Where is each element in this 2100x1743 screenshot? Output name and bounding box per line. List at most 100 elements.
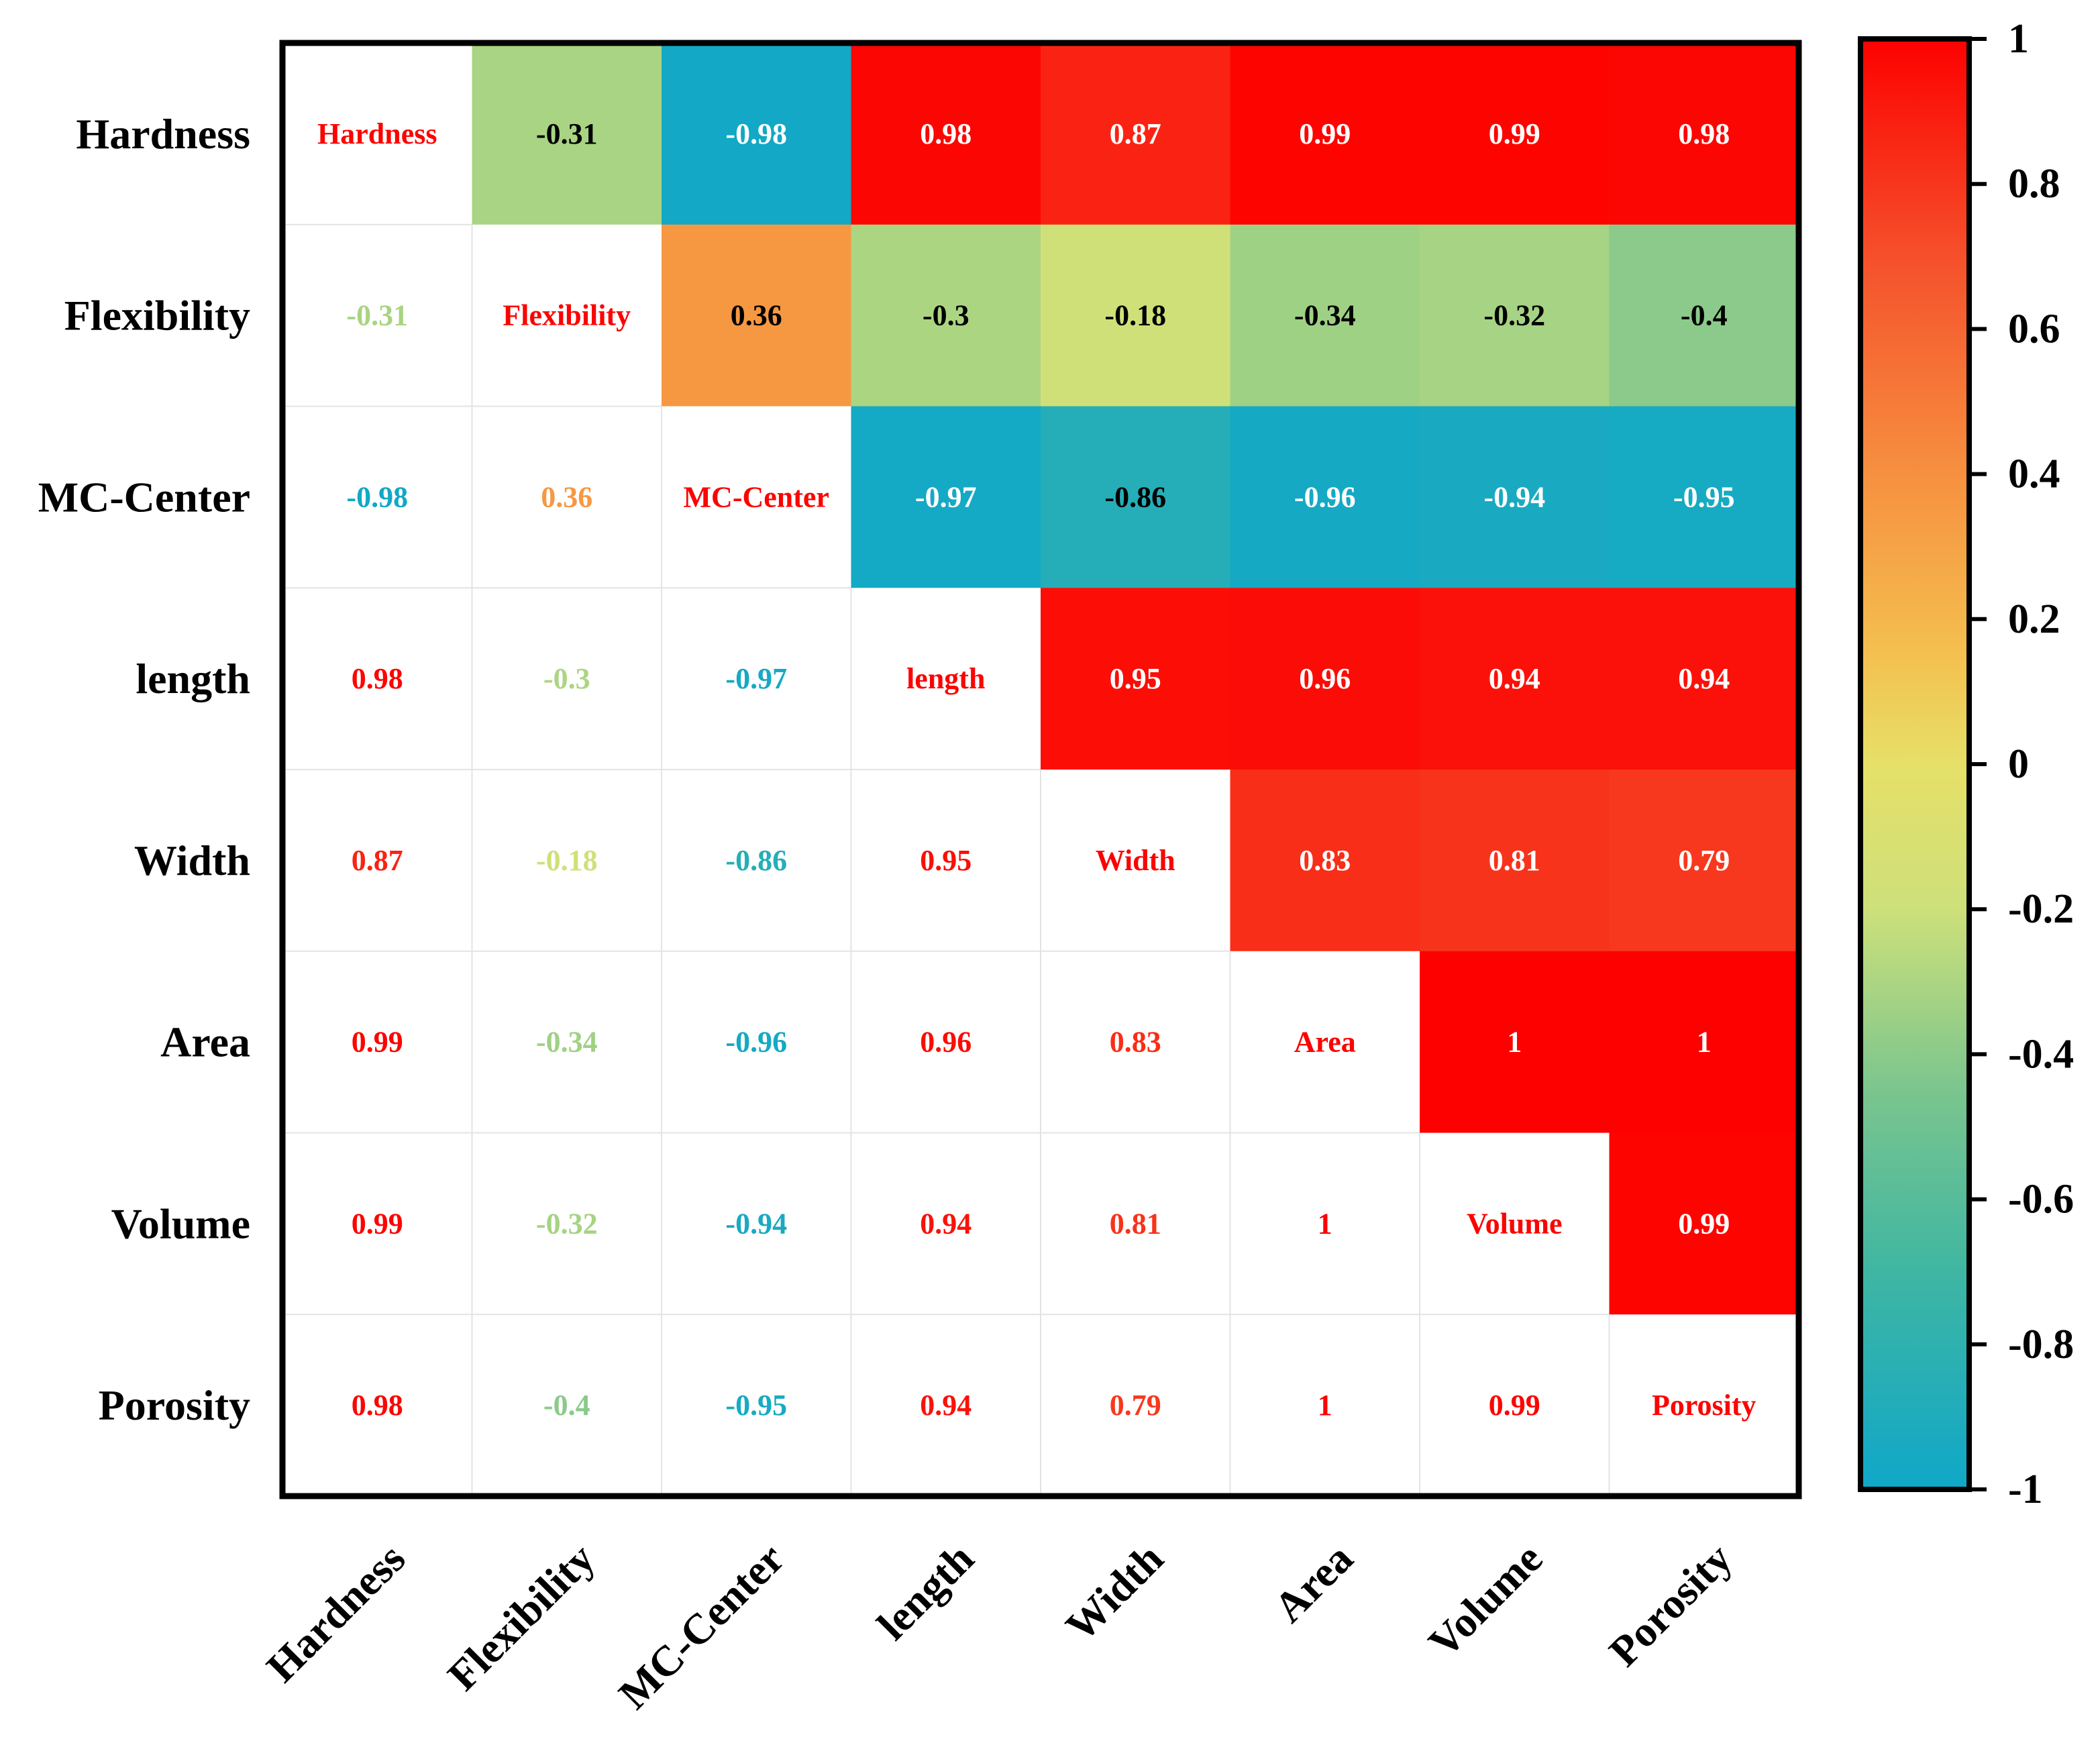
heatmap-cell-Volume-Hardness: [282, 1132, 472, 1315]
heatmap-cell-diagonal: [1230, 951, 1420, 1133]
cell-value-label: -0.32: [1483, 299, 1545, 332]
cell-value-label: -0.34: [536, 1026, 598, 1059]
diagonal-label: Flexibility: [503, 299, 631, 332]
heatmap-cell-Area-MC-Center: [662, 951, 851, 1133]
cell-value-label: 0.94: [1678, 662, 1730, 695]
heatmap-cell-Volume-length: [851, 1132, 1041, 1315]
heatmap-cell-length-Volume: [1420, 588, 1610, 770]
column-label: Area: [1265, 1534, 1362, 1632]
colorbar-tick-label: -0.6: [2008, 1177, 2074, 1222]
heatmap-cell-Flexibility-Porosity: [1609, 224, 1799, 407]
cell-value-label: 0.81: [1489, 844, 1540, 877]
heatmap-cell-diagonal: [472, 224, 662, 407]
column-label: length: [868, 1534, 983, 1649]
cell-value-label: 1: [1507, 1026, 1522, 1059]
heatmap-cell-Area-Hardness: [282, 951, 472, 1133]
cell-value-label: 0.87: [352, 844, 403, 877]
colorbar-tick-label: 0.2: [2008, 596, 2060, 642]
heatmap-cell-Volume-MC-Center: [662, 1132, 851, 1315]
heatmap-cell-Width-Volume: [1420, 770, 1610, 952]
cell-value-label: -0.94: [1483, 480, 1545, 513]
column-label: MC-Center: [610, 1534, 794, 1718]
heatmap-cell-length-Area: [1230, 588, 1420, 770]
heatmap-cell-MC-Center-Flexibility: [472, 406, 662, 588]
cell-value-label: 0.83: [1110, 1026, 1161, 1059]
heatmap-cell-Volume-Area: [1230, 1132, 1420, 1315]
heatmap-cell-MC-Center-Hardness: [282, 406, 472, 588]
column-label: Hardness: [258, 1534, 415, 1691]
heatmap-cell-Hardness-length: [851, 43, 1041, 225]
row-label: Porosity: [99, 1381, 250, 1429]
column-label: Width: [1057, 1534, 1173, 1650]
heatmap-cell-diagonal: [851, 588, 1041, 770]
cell-value-label: -0.94: [725, 1207, 787, 1240]
heatmap-cell-Width-Porosity: [1609, 770, 1799, 952]
grid-lines: [282, 223, 1610, 1496]
heatmap-cell-MC-Center-Width: [1041, 406, 1231, 588]
colorbar-tick-label: -0.4: [2008, 1031, 2074, 1077]
cell-value-label: 0.95: [1110, 662, 1161, 695]
colorbar: 1 0.8 0.6 0.4 0.2 0 -0.2 -0.4 -0.6 -0.8 -1: [1858, 16, 2074, 1512]
heatmap-cells: Hardness -0.31 -0.98 0.98 0.87 0.99 0.99 0.98-0…: [282, 43, 1799, 1496]
cell-value-label: 0.99: [1678, 1207, 1730, 1240]
heatmap-cell-diagonal: [1041, 770, 1230, 951]
heatmap-cell-Flexibility-Width: [1041, 224, 1231, 407]
colorbar-tick-label: 0.6: [2008, 306, 2060, 352]
cell-value-label: 0.36: [541, 480, 592, 513]
cell-value-label: 0.99: [1489, 1389, 1540, 1422]
cell-value-label: 0.95: [920, 844, 972, 877]
cell-value-label: 0.94: [920, 1389, 972, 1422]
cell-value-label: -0.31: [536, 117, 598, 150]
column-label: Volume: [1419, 1534, 1551, 1667]
diagonal-label: MC-Center: [684, 480, 829, 513]
colorbar-tick-label: 0.4: [2008, 452, 2060, 497]
cell-value-label: 0.36: [731, 299, 782, 332]
cell-value-label: -0.96: [1294, 480, 1356, 513]
colorbar-tick-label: -0.8: [2008, 1322, 2074, 1367]
row-label: Hardness: [76, 110, 250, 158]
cell-value-label: -0.96: [725, 1026, 787, 1059]
heatmap-cell-diagonal: [282, 43, 472, 225]
diagonal-label: Volume: [1467, 1207, 1563, 1240]
colorbar-tick-label: 0.8: [2008, 161, 2060, 207]
cell-value-label: 0.98: [920, 117, 972, 150]
colorbar-tick-label: 1: [2008, 16, 2029, 62]
cell-value-label: -0.32: [536, 1207, 598, 1240]
heatmap-cell-length-Width: [1041, 588, 1231, 770]
heatmap-cell-Area-Width: [1041, 951, 1230, 1133]
heatmap-cell-Flexibility-Hardness: [282, 224, 472, 407]
cell-value-label: -0.98: [346, 480, 408, 513]
heatmap-cell-MC-Center-Area: [1230, 406, 1420, 588]
heatmap-frame: [279, 40, 1802, 1499]
heatmap-cell-Hardness-Width: [1041, 43, 1231, 225]
heatmap-cell-MC-Center-length: [851, 406, 1041, 588]
cell-value-label: -0.98: [725, 117, 787, 150]
heatmap-cell-Flexibility-Area: [1230, 224, 1420, 407]
row-label: MC-Center: [38, 473, 250, 521]
column-label: Porosity: [1600, 1534, 1741, 1675]
cell-value-label: 0.99: [1489, 117, 1540, 150]
cell-value-label: -0.95: [725, 1389, 787, 1422]
heatmap-cell-Hardness-Porosity: [1609, 43, 1799, 225]
heatmap-cell-Flexibility-Volume: [1420, 224, 1610, 407]
cell-value-label: -0.3: [923, 299, 969, 332]
diagonal-label: Area: [1294, 1026, 1356, 1059]
colorbar-gradient: [1858, 36, 1972, 1492]
heatmap-cell-Porosity-length: [851, 1314, 1041, 1496]
cell-value-label: 0.87: [1110, 117, 1161, 150]
heatmap-cell-Volume-Width: [1041, 1132, 1230, 1315]
heatmap-cell-Width-length: [851, 770, 1041, 951]
diagonal-label: Width: [1096, 844, 1175, 877]
heatmap-cell-Area-length: [851, 951, 1041, 1133]
column-labels: Hardness Flexibility MC-Center length Width A…: [258, 1534, 1741, 1718]
cell-value-label: -0.3: [543, 662, 590, 695]
cell-value-label: 1: [1318, 1207, 1332, 1240]
cell-value-label: -0.95: [1673, 480, 1735, 513]
heatmap-cell-MC-Center-Volume: [1420, 406, 1610, 588]
cell-value-label: 0.96: [920, 1026, 972, 1059]
heatmap-cell-MC-Center-Porosity: [1609, 406, 1799, 588]
heatmap-cell-Porosity-Hardness: [282, 1314, 472, 1496]
cell-value-label: 1: [1318, 1389, 1332, 1422]
cell-value-label: 0.79: [1110, 1389, 1161, 1422]
